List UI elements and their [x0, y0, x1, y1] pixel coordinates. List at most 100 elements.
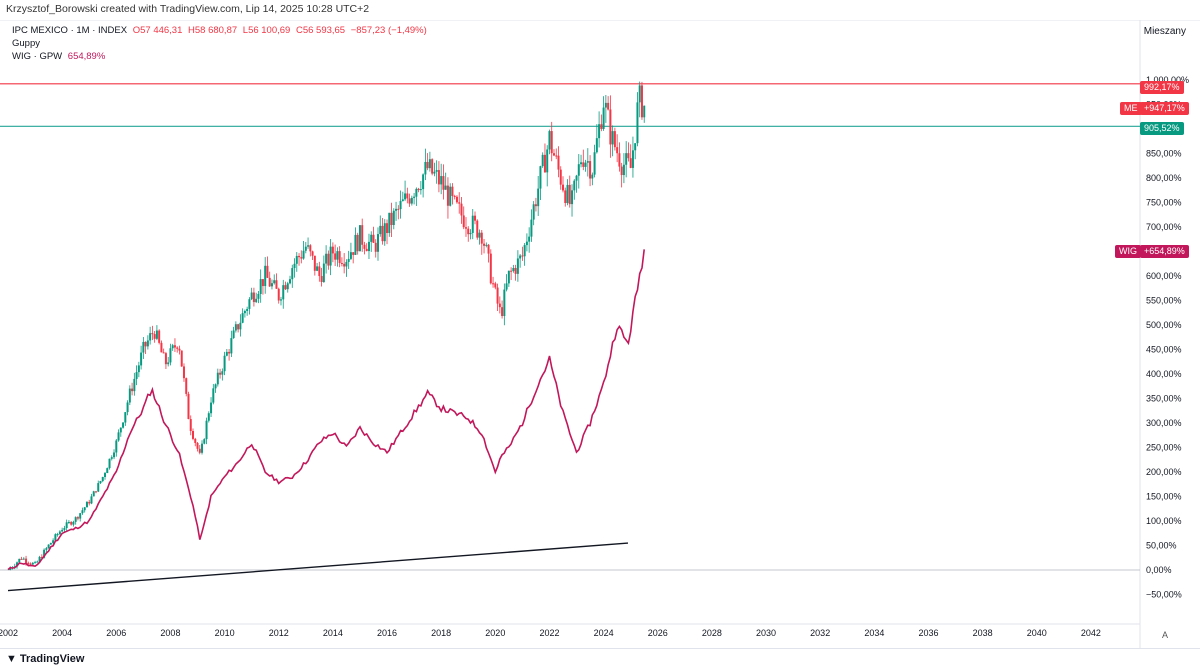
chart-frame[interactable]: 1 000,00%950,00%900,00%850,00%800,00%750…: [0, 20, 1200, 648]
legend-guppy[interactable]: Guppy: [12, 38, 43, 49]
candle-body: [395, 208, 398, 211]
candle-body: [83, 507, 86, 511]
legend-ipc[interactable]: IPC MEXICO · 1M · INDEX O57 446,31 H58 6…: [12, 25, 430, 36]
candle-body: [99, 481, 102, 484]
candle-body: [214, 384, 217, 389]
candle-body: [18, 558, 21, 563]
candle-body: [210, 402, 213, 414]
candle-body: [361, 225, 364, 245]
candle-body: [155, 330, 158, 339]
candle-body: [289, 279, 292, 284]
candle-body: [564, 190, 567, 203]
candle-body: [284, 285, 287, 290]
candle-body: [498, 303, 501, 308]
red-line-price-label: 992,17%: [1140, 81, 1184, 94]
candle-body: [444, 185, 447, 190]
legend-symbol: IPC MEXICO · 1M · INDEX: [12, 25, 128, 36]
candle-body: [352, 252, 355, 255]
candle-body: [49, 542, 52, 545]
tradingview-logo[interactable]: ▼ TradingView: [6, 653, 84, 665]
candle-body: [340, 262, 343, 264]
candle-body: [261, 279, 264, 287]
candle-body: [104, 473, 107, 477]
candle-body: [550, 131, 553, 154]
candle-body: [194, 438, 197, 443]
candle-body: [559, 169, 562, 185]
candle-body: [223, 355, 226, 372]
candle-body: [600, 124, 603, 129]
candle-body: [487, 244, 490, 254]
candle-body: [76, 517, 79, 519]
candle-body: [173, 345, 176, 348]
candle-body: [571, 190, 574, 205]
candle-body: [81, 510, 84, 514]
x-tick-label: 2032: [810, 628, 830, 638]
candle-body: [354, 234, 357, 255]
x-tick-label: 2002: [0, 628, 18, 638]
candle-body: [573, 180, 576, 191]
candle-body: [607, 102, 610, 110]
candle-body: [97, 483, 100, 492]
y-tick-label: 250,00%: [1146, 443, 1182, 453]
candle-body: [377, 234, 379, 252]
candle-body: [115, 440, 118, 453]
candle-body: [291, 268, 294, 280]
candle-body: [546, 149, 549, 173]
auto-scale-button[interactable]: A: [1162, 630, 1169, 640]
wig-price-label: +654,89%: [1140, 245, 1189, 258]
candle-body: [566, 184, 569, 203]
candle-body: [424, 161, 427, 175]
candle-body: [325, 253, 328, 264]
candle-body: [627, 153, 630, 159]
scale-mode-button[interactable]: Mieszany: [1143, 26, 1186, 37]
legend-wig[interactable]: WIG · GPW 654,89%: [12, 51, 108, 62]
tradingview-logo-icon: ▼: [6, 653, 17, 665]
x-tick-label: 2042: [1081, 628, 1101, 638]
candle-body: [525, 241, 528, 246]
candle-body: [250, 292, 253, 300]
candle-body: [616, 147, 619, 154]
candle-body: [629, 158, 632, 168]
candle-body: [345, 261, 348, 267]
candle-body: [356, 234, 359, 252]
candle-body: [507, 270, 510, 284]
candle-body: [523, 245, 526, 257]
x-tick-label: 2038: [973, 628, 993, 638]
candle-body: [372, 234, 375, 243]
candle-body: [216, 372, 219, 385]
candle-body: [464, 227, 467, 229]
y-tick-label: 800,00%: [1146, 173, 1182, 183]
candle-body: [313, 255, 316, 271]
candle-body: [192, 431, 194, 439]
candle-body: [557, 155, 560, 170]
candle-body: [203, 439, 206, 444]
candle-body: [67, 521, 70, 523]
candle-body: [510, 270, 513, 272]
candle-body: [113, 452, 116, 458]
candle-body: [230, 338, 233, 354]
candle-body: [282, 285, 285, 300]
candle-body: [489, 253, 492, 284]
candle-body: [582, 162, 585, 167]
candle-body: [16, 562, 19, 567]
candle-body: [90, 496, 93, 504]
y-tick-label: 600,00%: [1146, 271, 1182, 281]
y-tick-label: 150,00%: [1146, 492, 1182, 502]
candle-body: [460, 203, 463, 216]
candle-body: [176, 347, 179, 349]
candle-body: [492, 283, 495, 285]
candle-body: [43, 549, 46, 558]
candle-body: [580, 162, 583, 165]
chart-plot[interactable]: 1 000,00%950,00%900,00%850,00%800,00%750…: [0, 20, 1200, 648]
x-tick-label: 2024: [594, 628, 614, 638]
candle-body: [483, 243, 486, 246]
candle-body: [189, 419, 192, 432]
candle-body: [404, 193, 407, 200]
candle-body: [31, 562, 34, 565]
candle-body: [458, 202, 461, 204]
x-tick-label: 2010: [215, 628, 235, 638]
candle-body: [388, 212, 391, 234]
candle-body: [406, 193, 409, 199]
candle-body: [257, 293, 260, 299]
candle-body: [153, 334, 156, 339]
